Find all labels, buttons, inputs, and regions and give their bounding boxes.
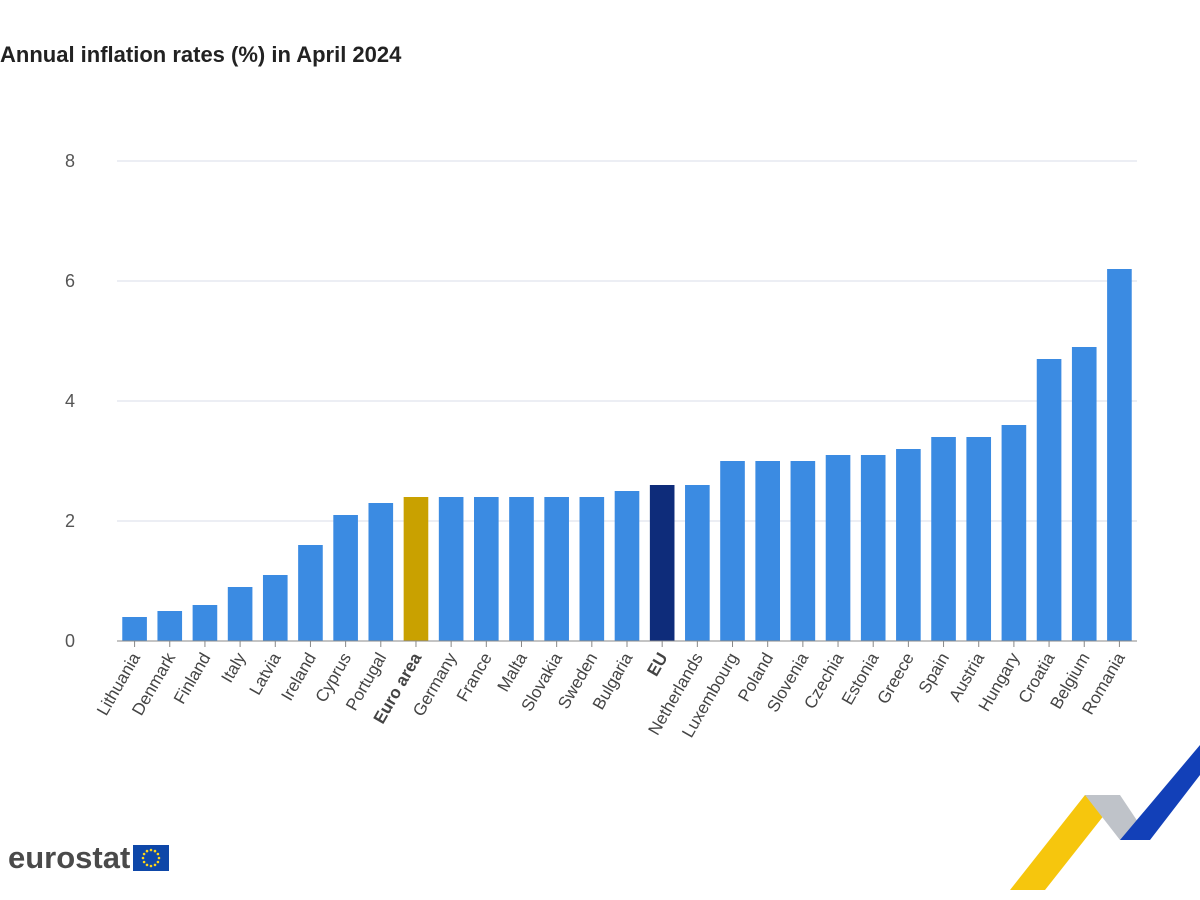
y-tick-label: 6 — [65, 271, 75, 291]
x-tick-label: Malta — [494, 649, 532, 695]
bar-poland — [755, 461, 780, 641]
x-tick-label: EU — [643, 650, 671, 680]
bars — [122, 269, 1132, 641]
bar-hungary — [1001, 425, 1027, 641]
flag-star — [158, 856, 161, 860]
bar-bulgaria — [614, 491, 640, 641]
bar-euro-area — [403, 497, 429, 641]
flag-star — [154, 863, 157, 867]
x-tick-label: France — [453, 650, 496, 705]
bar-netherlands — [685, 485, 710, 641]
flag-star — [146, 849, 149, 853]
bar-germany — [438, 497, 464, 641]
bar-france — [474, 497, 499, 641]
flag-star — [156, 860, 160, 864]
x-tick-label: Italy — [218, 649, 250, 686]
bar-cyprus — [333, 515, 358, 641]
bar-slovenia — [790, 461, 816, 641]
flag-star — [156, 852, 160, 856]
bar-finland — [192, 605, 218, 641]
bar-greece — [896, 449, 921, 641]
y-tick-label: 8 — [65, 151, 75, 171]
bar-malta — [509, 497, 534, 641]
flag-star — [143, 852, 146, 856]
bar-spain — [931, 437, 956, 641]
eu-flag-icon — [133, 845, 170, 871]
y-tick-label: 2 — [65, 511, 75, 531]
bar-denmark — [157, 611, 183, 641]
bar-belgium — [1071, 347, 1097, 641]
bar-romania — [1107, 269, 1132, 641]
flag-star — [150, 864, 153, 868]
bar-austria — [966, 437, 992, 641]
y-tick-label: 4 — [65, 391, 75, 411]
flag-star — [154, 849, 157, 853]
bar-slovakia — [544, 497, 569, 641]
bar-croatia — [1036, 359, 1062, 641]
flag-star — [146, 863, 149, 867]
bar-eu — [649, 485, 675, 641]
x-tick-label: Spain — [915, 650, 953, 697]
bar-sweden — [579, 497, 605, 641]
eurostat-logo: eurostat — [8, 840, 170, 876]
chart-title: Annual inflation rates (%) in April 2024 — [0, 42, 402, 67]
eurostat-wordmark: eurostat — [8, 840, 131, 875]
bar-italy — [227, 587, 253, 641]
bar-czechia — [825, 455, 851, 641]
y-tick-label: 0 — [65, 631, 75, 651]
bar-ireland — [298, 545, 323, 641]
y-axis-ticks: 0 2 4 6 8 — [65, 151, 75, 651]
flag-star — [143, 860, 146, 864]
bar-estonia — [860, 455, 886, 641]
eurostat-ribbon-decoration — [1010, 745, 1200, 890]
flag-star — [150, 848, 153, 852]
flag-star — [142, 856, 145, 860]
bar-latvia — [262, 575, 288, 641]
bar-luxembourg — [720, 461, 745, 641]
bar-lithuania — [122, 617, 147, 641]
bar-portugal — [368, 503, 394, 641]
